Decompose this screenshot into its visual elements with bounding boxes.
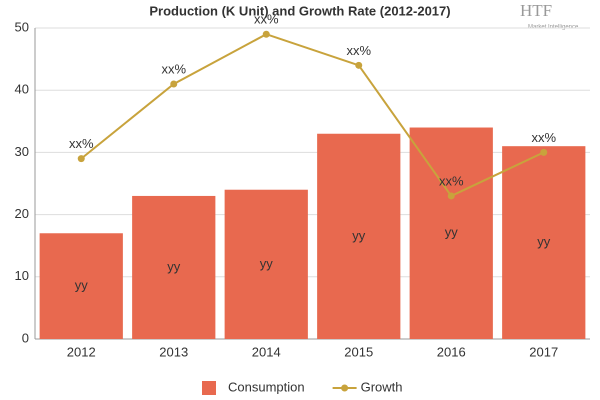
line-point xyxy=(540,148,548,156)
legend-swatch xyxy=(341,384,349,392)
line-value-label: xx% xyxy=(531,130,556,145)
bar-value-label: yy xyxy=(352,228,366,243)
x-tick-label: 2013 xyxy=(159,344,188,359)
bar xyxy=(224,189,308,339)
bar-value-label: yy xyxy=(75,278,89,293)
y-tick-label: 40 xyxy=(15,82,29,97)
bar-value-label: yy xyxy=(537,234,551,249)
chart-title: Production (K Unit) and Growth Rate (201… xyxy=(149,3,450,18)
y-tick-label: 20 xyxy=(15,206,29,221)
bar xyxy=(409,127,493,340)
bar xyxy=(132,195,216,339)
legend-label[interactable]: Growth xyxy=(361,379,403,394)
bar xyxy=(317,133,401,339)
bar-value-label: yy xyxy=(445,225,459,240)
line xyxy=(80,33,545,198)
x-tick-label: 2015 xyxy=(344,344,373,359)
bar-value-label: yy xyxy=(167,259,181,274)
legend-label[interactable]: Consumption xyxy=(228,379,305,394)
logo: HTF xyxy=(520,1,552,20)
bar xyxy=(502,146,586,339)
x-tick-label: 2017 xyxy=(529,344,558,359)
x-tick-label: 2016 xyxy=(437,344,466,359)
y-tick-label: 10 xyxy=(15,268,29,283)
line-value-label: xx% xyxy=(346,43,371,58)
line-point xyxy=(170,80,178,88)
bar-value-label: yy xyxy=(260,256,274,271)
y-tick-label: 50 xyxy=(15,19,29,34)
x-tick-label: 2014 xyxy=(252,344,281,359)
y-tick-label: 30 xyxy=(15,144,29,159)
line-value-label: xx% xyxy=(254,12,279,27)
x-tick-label: 2012 xyxy=(67,344,96,359)
legend-swatch xyxy=(202,381,216,395)
line-point xyxy=(262,30,270,38)
y-tick-label: 0 xyxy=(22,330,29,345)
line-point xyxy=(355,61,363,69)
line-value-label: xx% xyxy=(439,173,464,188)
line-value-label: xx% xyxy=(161,61,186,76)
line-point xyxy=(77,155,85,163)
line-point xyxy=(447,192,455,200)
bar xyxy=(39,233,123,339)
line-value-label: xx% xyxy=(69,136,94,151)
